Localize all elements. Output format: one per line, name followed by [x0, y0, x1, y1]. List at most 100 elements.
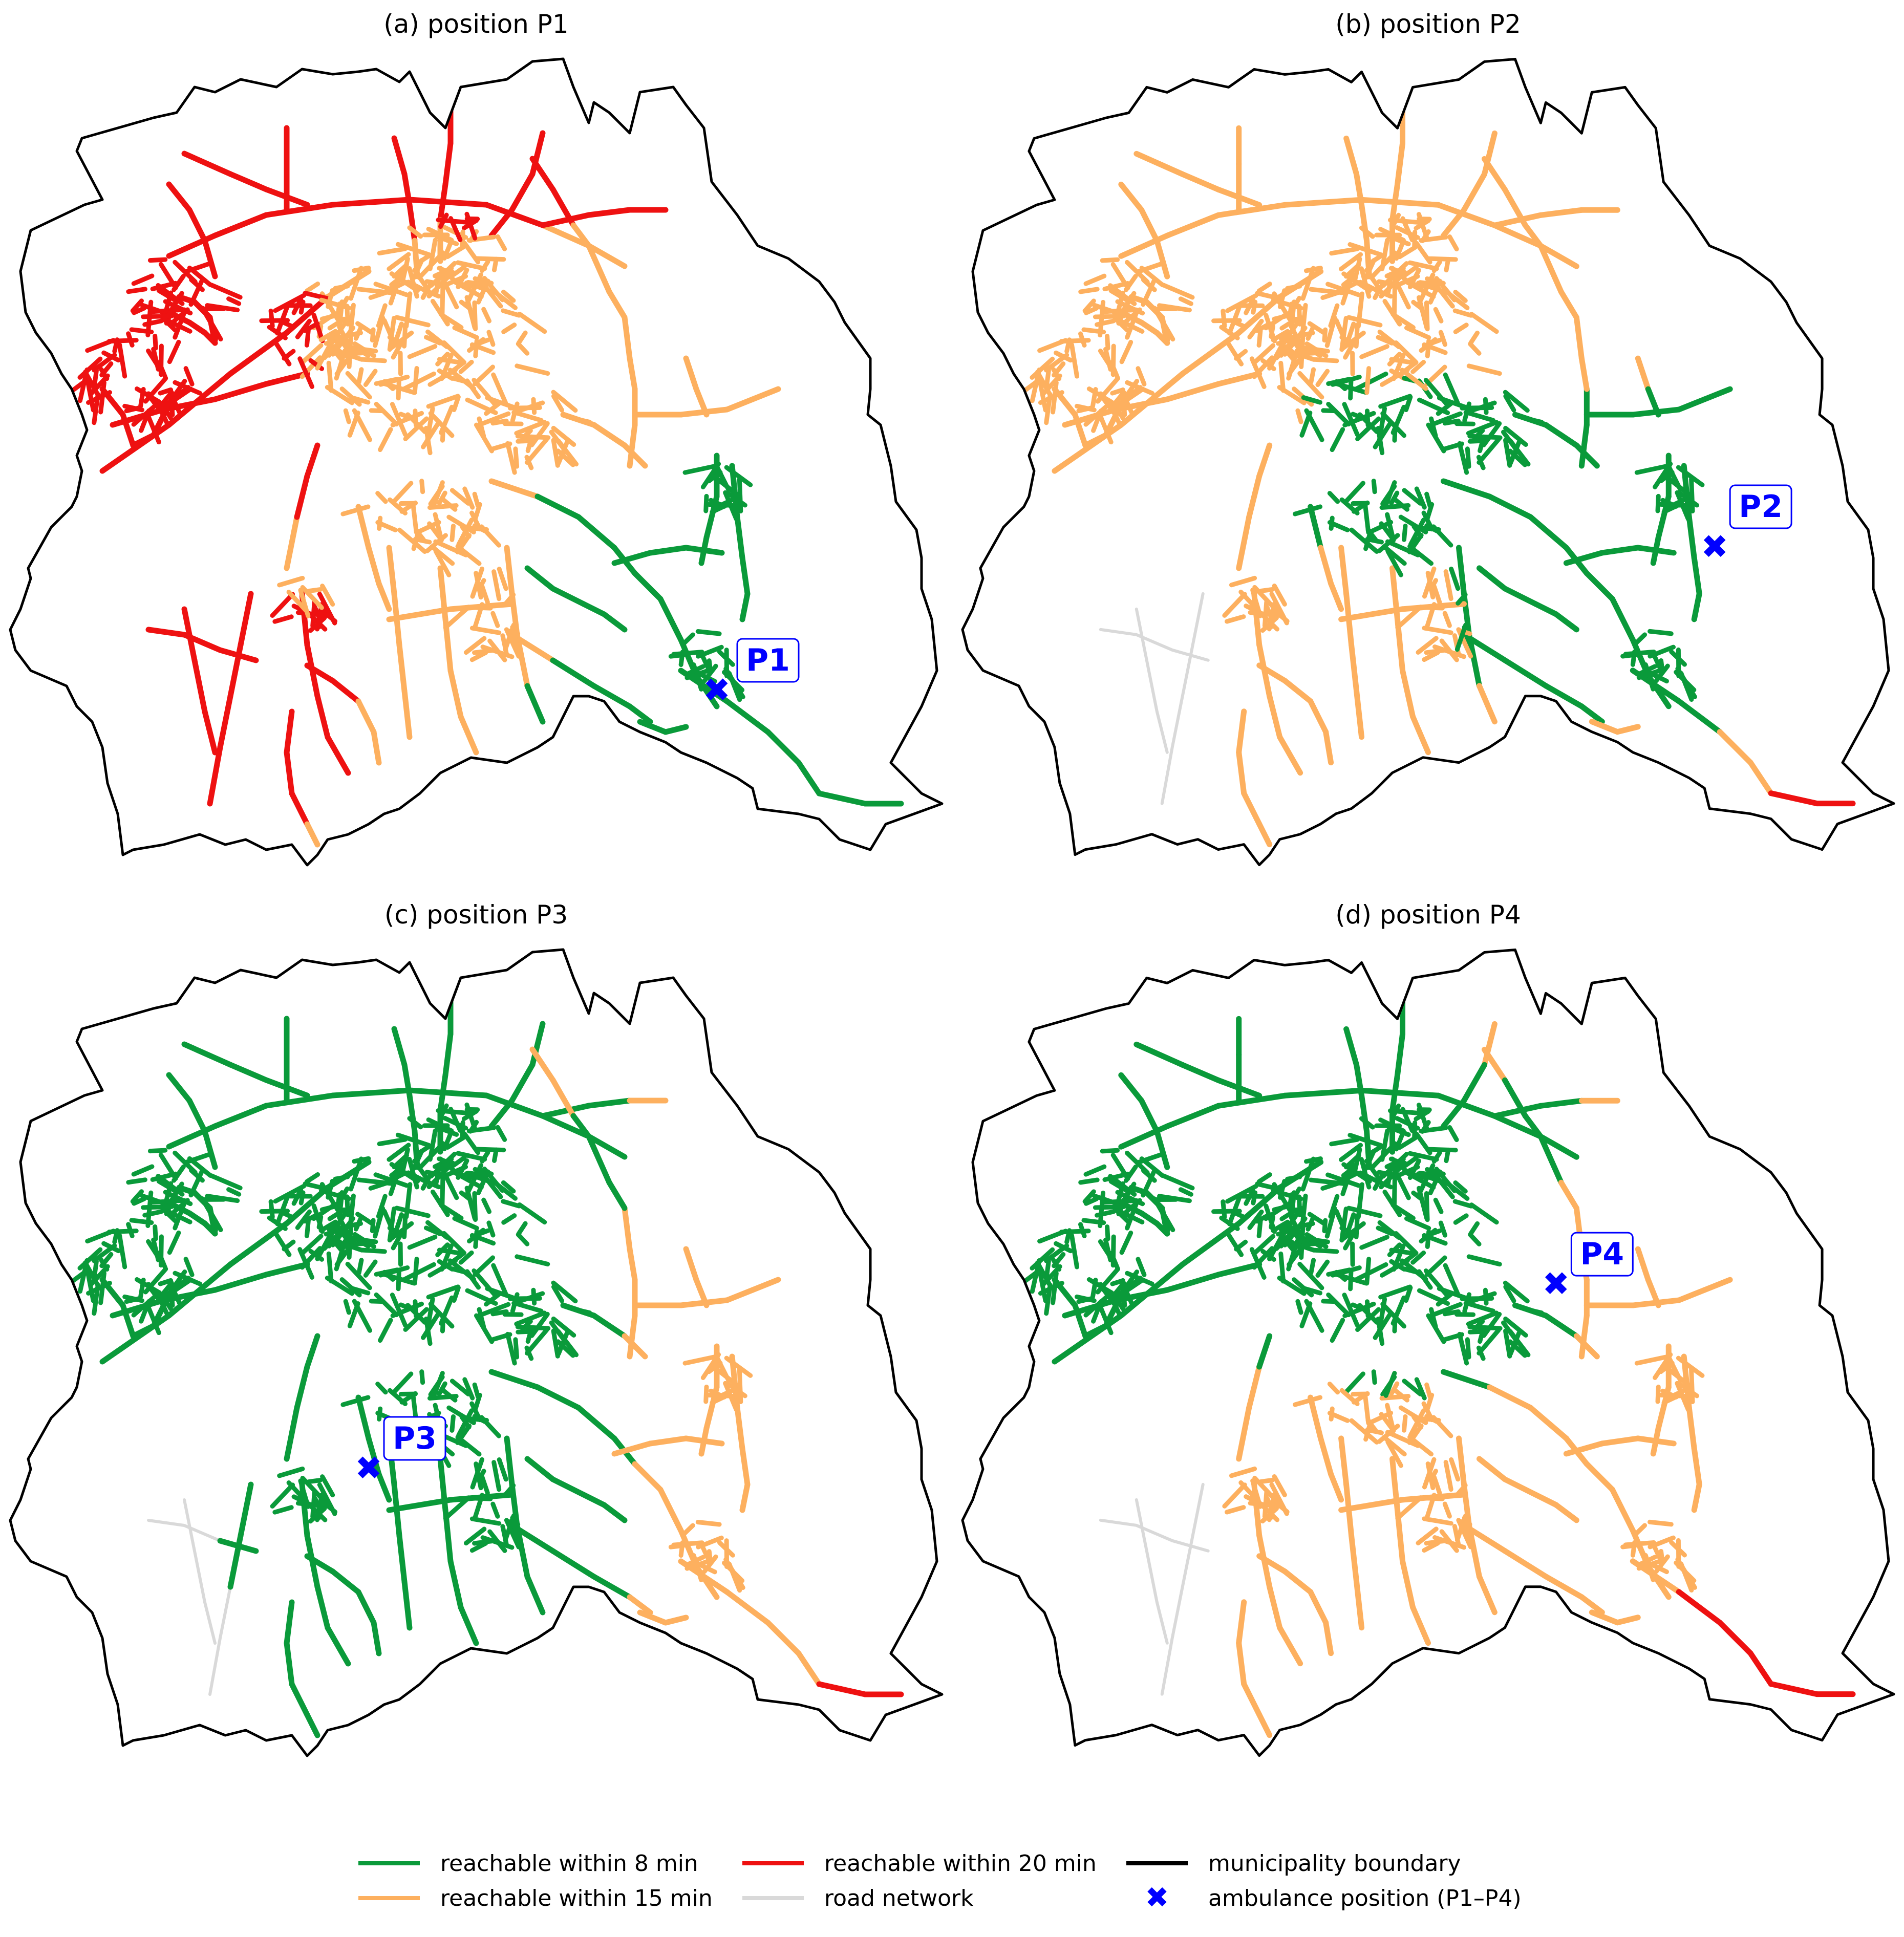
cluster-street: [356, 1258, 364, 1275]
road-segment-west-grey-3: [1099, 628, 1210, 662]
cluster-street: [514, 411, 544, 423]
cluster-street: [1424, 1255, 1447, 1277]
reachable-segment: [601, 611, 628, 633]
road-segment-sw-branch: [306, 664, 380, 764]
cluster-street: [1365, 253, 1383, 267]
cluster-street: [295, 318, 312, 339]
cluster-street: [440, 424, 446, 443]
cluster-street: [1354, 371, 1388, 392]
cluster-street: [1679, 671, 1694, 702]
cluster-street: [345, 1261, 372, 1290]
cluster-street: [1359, 344, 1389, 359]
cluster-street: [465, 605, 493, 611]
cluster-street: [1426, 1147, 1458, 1153]
cluster-street: [277, 575, 305, 588]
cluster-street: [1465, 1337, 1471, 1360]
cluster-street: [1339, 316, 1349, 352]
cluster-street: [455, 544, 482, 566]
reachable-segment: [181, 1041, 233, 1068]
cluster-street: [1286, 332, 1303, 353]
urban-cluster-east-c: [479, 1280, 592, 1366]
cluster-street: [428, 1302, 455, 1329]
cluster-street: [1401, 1414, 1408, 1433]
cluster-street: [1252, 343, 1276, 365]
cluster-street: [1110, 262, 1130, 291]
cluster-street: [1252, 585, 1276, 610]
reachable-segment: [1578, 703, 1605, 725]
cluster-street: [1417, 1495, 1445, 1501]
reachable-segment: [1522, 1113, 1544, 1139]
road-segment-sw-branch: [1257, 1554, 1333, 1655]
cluster-street: [163, 290, 174, 314]
reachable-segment: [662, 724, 689, 735]
cluster-street: [1354, 1262, 1388, 1282]
cluster-street: [403, 416, 429, 441]
urban-cluster-east-c: [479, 390, 592, 475]
reachable-segment: [1502, 186, 1528, 228]
cluster-street: [472, 300, 478, 332]
cluster-street: [1330, 1318, 1345, 1343]
reachable-segment: [1256, 442, 1273, 479]
cluster-street: [101, 350, 121, 363]
cluster-street: [1178, 296, 1193, 306]
reachable-segment: [1133, 150, 1186, 177]
reachable-segment: [371, 1620, 382, 1656]
reachable-segment: [202, 238, 218, 279]
cluster-street: [1431, 1150, 1442, 1164]
cluster-street: [1385, 549, 1403, 577]
cluster-street: [1327, 1382, 1340, 1395]
reachable-segment: [739, 591, 751, 622]
cluster-street: [1344, 1371, 1365, 1394]
cluster-street: [1380, 1128, 1390, 1162]
cluster-street: [439, 275, 459, 310]
cluster-street: [1404, 1216, 1431, 1231]
reachable-segment: [1543, 422, 1579, 448]
cluster-street: [153, 1224, 158, 1241]
cluster-street: [319, 1204, 336, 1212]
cluster-street: [1115, 291, 1137, 323]
cluster-street: [1456, 592, 1468, 606]
cluster-street: [209, 1173, 243, 1191]
cluster-street: [1339, 1388, 1360, 1406]
reachable-segment: [166, 371, 233, 428]
cluster-street: [1272, 314, 1288, 321]
urban-cluster-nw-city-2: [57, 1218, 203, 1336]
cluster-street: [458, 359, 474, 374]
reachable-segment: [540, 1113, 592, 1139]
cluster-street: [473, 1255, 496, 1277]
cluster-street: [298, 1190, 306, 1206]
reachable-segment: [442, 1031, 454, 1078]
cluster-street: [505, 1331, 517, 1366]
reachable-segment: [606, 1179, 628, 1211]
cluster-street: [1295, 408, 1303, 424]
reachable-segment: [1645, 1277, 1661, 1308]
cluster-street: [434, 1125, 459, 1137]
cluster-street: [445, 245, 466, 259]
cluster-street: [501, 1180, 516, 1194]
cluster-street: [517, 311, 547, 334]
cluster-street: [1365, 527, 1378, 542]
cluster-street: [387, 1207, 397, 1243]
reachable-segment: [1502, 1548, 1549, 1580]
cluster-street: [1251, 299, 1258, 315]
cluster-street: [340, 1395, 371, 1407]
reachable-segment: [1256, 1553, 1288, 1575]
reachable-segment: [284, 1640, 295, 1687]
reachable-segment: [627, 1246, 638, 1283]
reachable-segment: [207, 744, 223, 807]
cluster-street: [456, 1151, 487, 1162]
reachable-segment: [1052, 422, 1124, 474]
cluster-street: [1439, 1529, 1459, 1553]
cluster-street: [1334, 379, 1347, 392]
reachable-segment: [1609, 596, 1636, 643]
cluster-street: [1433, 1197, 1444, 1214]
cluster-street: [1075, 403, 1097, 413]
cluster-street: [424, 288, 441, 299]
cluster-street: [472, 377, 498, 407]
reachable-segment: [637, 1609, 669, 1626]
cluster-street: [88, 373, 110, 397]
reachable-segment: [1256, 1712, 1273, 1738]
cluster-street: [1677, 1381, 1700, 1398]
reachable-segment: [765, 729, 802, 766]
reachable-segment: [1537, 1133, 1579, 1160]
